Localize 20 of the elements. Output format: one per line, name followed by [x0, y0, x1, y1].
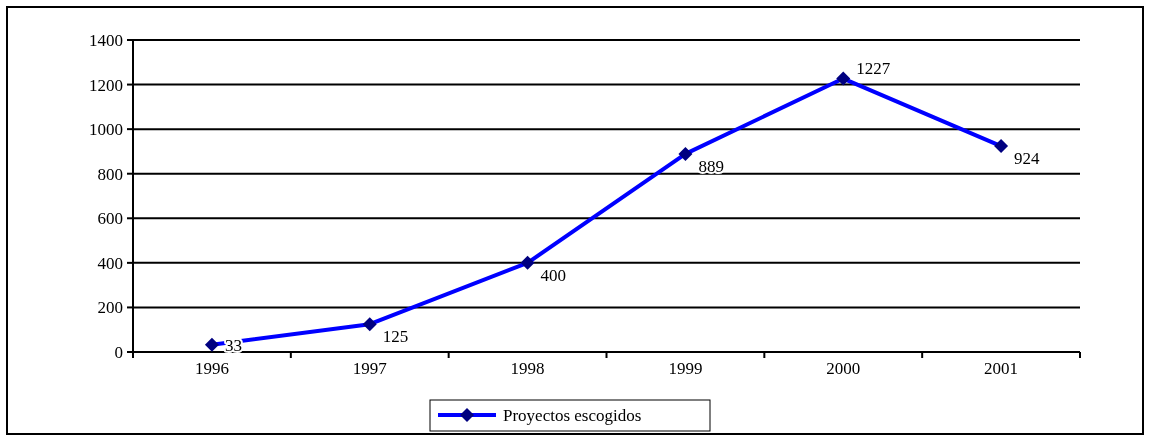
y-tick-label: 1000	[89, 120, 123, 140]
y-tick-label: 0	[114, 343, 123, 362]
y-tick-label: 1400	[89, 31, 123, 50]
data-label: 400	[540, 265, 567, 285]
x-tick-label: 2000	[826, 359, 861, 378]
y-tick-label: 600	[97, 209, 123, 229]
y-tick-label: 400	[97, 253, 123, 273]
y-tick-label: 200	[97, 298, 123, 318]
x-tick-label: 1999	[668, 359, 703, 378]
data-label: 889	[698, 156, 724, 176]
x-tick-label: 1997	[352, 359, 388, 378]
data-label: 125	[382, 327, 409, 347]
data-label: 1227	[856, 58, 891, 78]
y-tick-label: 800	[97, 164, 123, 184]
x-tick-label: 1996	[194, 359, 229, 378]
x-tick-label: 2001	[984, 359, 1019, 378]
x-tick-label: 1998	[510, 359, 545, 378]
legend-label: Proyectos escogidos	[503, 406, 642, 425]
y-tick-label: 1200	[89, 75, 123, 95]
data-label: 924	[1014, 149, 1041, 169]
